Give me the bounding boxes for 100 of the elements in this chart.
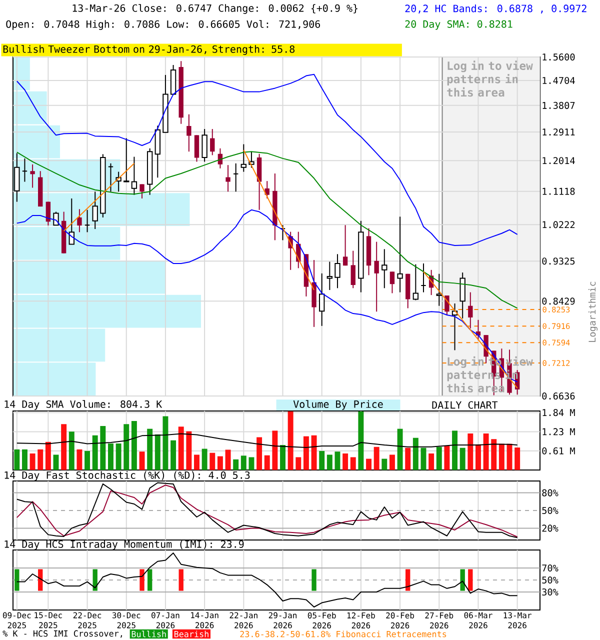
y-tick-label: 1.0222	[542, 221, 575, 228]
bar	[30, 453, 36, 470]
legend-title: % K - HCS IMI Crossover,	[2, 630, 122, 638]
text: Bullish	[132, 630, 166, 638]
bar	[45, 442, 51, 470]
candlestick	[92, 191, 98, 230]
chart-title: 14 Day SMA Volume: 804.3 K	[4, 400, 162, 410]
bar	[240, 456, 246, 470]
bar	[382, 458, 388, 470]
bar	[412, 438, 418, 470]
bar	[326, 454, 332, 470]
text: 23.6-38.2-50-61.8% Fibonacci Retracements	[240, 630, 446, 638]
bar	[178, 426, 184, 470]
bar	[264, 455, 270, 470]
bar	[405, 448, 411, 470]
bar	[514, 448, 520, 470]
bar	[296, 457, 302, 470]
x-tick-label: 06-Mar 2026	[464, 612, 492, 628]
line-series	[16, 433, 518, 448]
candlestick	[232, 162, 239, 192]
y-tick-label: 1.84 M	[542, 409, 575, 416]
candlestick	[77, 208, 82, 233]
bar	[389, 454, 395, 470]
bar	[374, 446, 380, 470]
line-series	[16, 552, 518, 608]
bar	[233, 459, 239, 470]
bar	[162, 416, 168, 470]
x-tick-label: 15-Dec 2025	[34, 612, 62, 628]
candlestick	[342, 224, 348, 266]
bar	[280, 445, 286, 470]
chart-title: 14 Day HCS Intraday Momentum (IMI): 23.9	[4, 540, 244, 550]
bar	[100, 426, 106, 470]
candlestick	[22, 158, 28, 182]
x-tick-label: 20-Feb 2026	[386, 612, 414, 628]
bar	[444, 446, 450, 470]
candlestick	[240, 144, 246, 172]
x-tick-label: 13-Mar 2026	[504, 612, 532, 628]
y-tick-label: 50%	[542, 506, 558, 514]
bar	[498, 444, 504, 470]
y-tick-label: 70%	[542, 564, 558, 572]
y-tick-label: 0.61 M	[542, 447, 575, 454]
candlestick	[108, 162, 114, 192]
x-tick-label: 27-Feb 2026	[425, 612, 454, 628]
bar	[76, 449, 82, 470]
candlestick	[350, 250, 356, 289]
chart-title: 14 Day Fast Stochastic (%K) (%D): 4.0 5.3	[4, 471, 250, 481]
bar	[170, 440, 176, 470]
candlestick	[397, 216, 403, 293]
chart-title: 13-Mar-26 Close: 0.6747 Change: 0.0062 {+0.9 %}	[72, 4, 358, 14]
x-tick-label: 09-Dec 2025	[2, 612, 31, 628]
bar	[124, 424, 130, 470]
y-tick-label: 0.6636	[542, 392, 575, 400]
bar	[311, 435, 317, 470]
bar	[420, 448, 426, 470]
bar	[334, 452, 340, 470]
bar	[272, 430, 278, 470]
candlestick	[468, 292, 473, 329]
candlestick	[382, 248, 388, 289]
candlestick	[460, 272, 466, 319]
bar	[475, 444, 481, 470]
bar	[468, 433, 474, 470]
candlestick	[186, 114, 192, 152]
bar	[194, 454, 200, 470]
candlestick	[412, 264, 419, 301]
candlestick	[436, 273, 442, 306]
candlestick	[226, 164, 230, 192]
bar	[483, 433, 489, 470]
candlestick	[84, 209, 90, 233]
bar	[92, 435, 98, 470]
bar	[248, 457, 254, 470]
y-tick-label: 80%	[542, 489, 558, 496]
x-tick-label: 29-Jan 2026	[268, 612, 297, 628]
bar	[319, 450, 325, 470]
y-tick-label: 0.9325	[542, 258, 575, 265]
y-tick-label: 50%	[542, 576, 558, 584]
bar	[460, 448, 466, 470]
candlestick	[326, 261, 333, 290]
bar	[397, 428, 403, 470]
candlestick	[280, 224, 286, 241]
bar	[225, 450, 231, 470]
candlestick	[374, 241, 379, 312]
candlestick	[140, 184, 144, 199]
x-tick-label: 30-Dec 2025	[112, 612, 140, 628]
bar	[452, 430, 458, 470]
bar	[288, 411, 294, 470]
bar	[256, 437, 262, 470]
bar	[38, 449, 44, 470]
bar	[53, 454, 59, 470]
chart-subtitle: Open: 0.7048 High: 0.7086 Low: 0.66605 Vol: 721,906	[6, 20, 320, 30]
text: 20 Day SMA: 0.8281	[405, 20, 512, 30]
candlestick	[444, 295, 450, 316]
text: 20,2 HC Bands: 0.6878 , 0.9972	[405, 4, 586, 14]
bar	[358, 411, 364, 470]
y-tick-label: 1.2014	[542, 157, 575, 164]
y-tick-label: 1.3807	[542, 102, 575, 109]
bar	[491, 439, 497, 470]
y-tick-label: 1.1118	[542, 188, 575, 195]
x-tick-label: 22-Jan 2026	[230, 612, 258, 628]
bar	[61, 424, 67, 470]
bar	[342, 453, 348, 470]
